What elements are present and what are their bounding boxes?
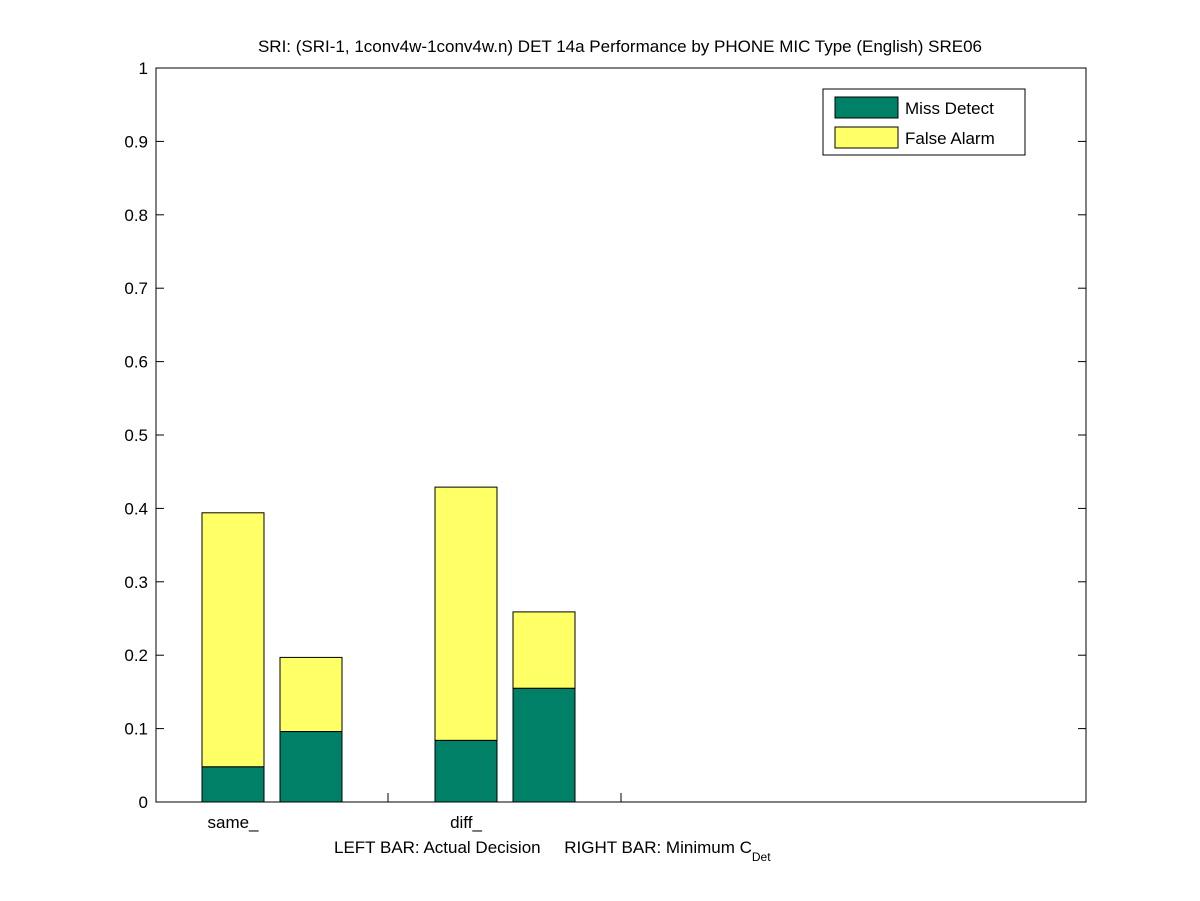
legend-label-false-alarm: False Alarm xyxy=(905,129,995,148)
y-ticks: 0 0.1 0.2 0.3 0.4 0.5 0.6 0.7 0.8 0.9 1 xyxy=(124,59,1086,812)
bar-same-actual-miss-detect xyxy=(201,766,265,803)
bar-diff-actual-false-alarm xyxy=(434,486,498,741)
y-tick-label: 0 xyxy=(139,793,148,812)
legend-swatch-miss-detect xyxy=(834,96,899,119)
y-tick-label: 0.4 xyxy=(124,499,148,518)
bar-same-min-false-alarm xyxy=(279,656,343,733)
chart-title: SRI: (SRI-1, 1conv4w-1conv4w.n) DET 14a … xyxy=(258,37,982,56)
y-tick-label: 0.5 xyxy=(124,426,148,445)
y-tick-label: 0.3 xyxy=(124,573,148,592)
y-tick-label: 0.2 xyxy=(124,646,148,665)
x-axis-label: LEFT BAR: Actual Decision RIGHT BAR: Min… xyxy=(334,838,771,864)
bars xyxy=(201,486,576,803)
bar-diff-min-false-alarm xyxy=(512,611,576,689)
plot-frame xyxy=(155,67,1087,803)
y-tick-label: 0.1 xyxy=(124,720,148,739)
y-tick-label: 1 xyxy=(139,59,148,78)
x-axis-label-main: LEFT BAR: Actual Decision RIGHT BAR: Min… xyxy=(334,838,752,857)
legend-label-miss-detect: Miss Detect xyxy=(905,99,994,118)
y-tick-label: 0.9 xyxy=(124,132,148,151)
y-tick-label: 0.8 xyxy=(124,206,148,225)
bar-diff-min-miss-detect xyxy=(512,687,576,803)
x-axis-label-subscript: Det xyxy=(752,850,771,864)
category-labels: same_ diff_ xyxy=(207,813,482,832)
category-label: diff_ xyxy=(450,813,482,832)
legend-swatch-false-alarm xyxy=(834,126,899,149)
bar-diff-actual-miss-detect xyxy=(434,739,498,803)
category-label: same_ xyxy=(207,813,259,832)
bar-same-min-miss-detect xyxy=(279,731,343,803)
bar-same-actual-false-alarm xyxy=(201,512,265,768)
y-tick-label: 0.7 xyxy=(124,279,148,298)
y-tick-label: 0.6 xyxy=(124,353,148,372)
legend: Miss Detect False Alarm xyxy=(822,88,1026,156)
